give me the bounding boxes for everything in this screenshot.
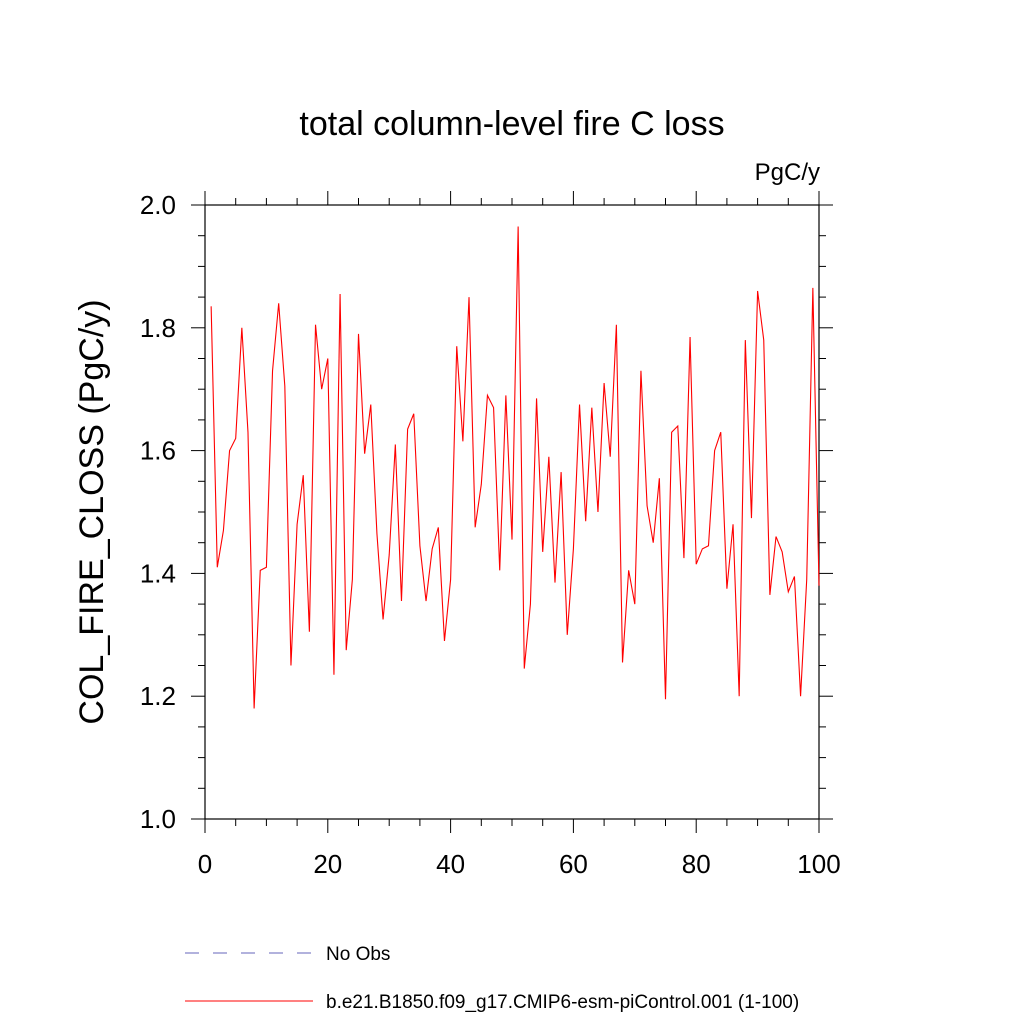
x-tick-labels: 0 20 40 60 80 100 <box>198 849 841 879</box>
y-tick-labels: 1.0 1.2 1.4 1.6 1.8 2.0 <box>140 190 176 834</box>
legend: No Obs b.e21.B1850.f09_g17.CMIP6-esm-piC… <box>185 944 799 1013</box>
x-tick-label: 100 <box>797 849 840 879</box>
y-tick-label: 1.6 <box>140 436 176 466</box>
x-tick-label: 0 <box>198 849 212 879</box>
y-tick-label: 1.0 <box>140 804 176 834</box>
axis-ticks <box>191 191 833 833</box>
series-line <box>210 226 820 709</box>
y-tick-label: 1.4 <box>140 558 176 588</box>
chart-title: total column-level fire C loss <box>299 105 724 143</box>
y-axis-label: COL_FIRE_CLOSS (PgC/y) <box>73 299 111 724</box>
legend-label-piControl: b.e21.B1850.f09_g17.CMIP6-esm-piControl.… <box>326 992 799 1013</box>
x-tick-label: 20 <box>313 849 342 879</box>
series-group <box>210 226 820 709</box>
x-tick-label: 40 <box>436 849 465 879</box>
legend-label-no-obs: No Obs <box>326 944 390 965</box>
y-tick-label: 1.2 <box>140 681 176 711</box>
x-tick-label: 80 <box>682 849 711 879</box>
x-tick-label: 60 <box>559 849 588 879</box>
units-label: PgC/y <box>755 159 820 186</box>
y-tick-label: 1.8 <box>140 313 176 343</box>
y-tick-label: 2.0 <box>140 190 176 220</box>
